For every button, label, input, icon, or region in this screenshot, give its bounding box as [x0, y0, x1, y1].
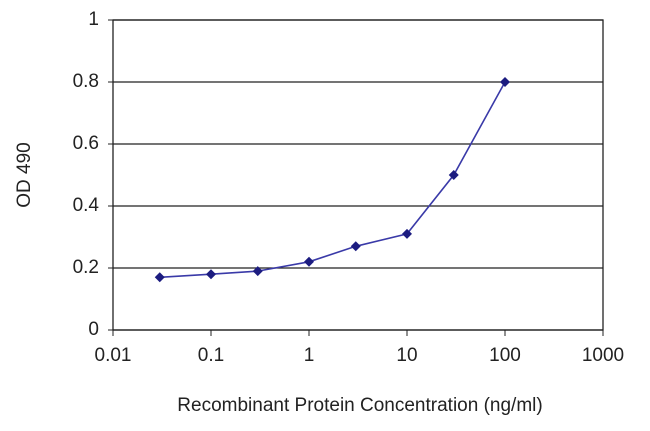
y-tick-label: 0.6 — [73, 133, 99, 154]
y-tick-label: 1 — [88, 9, 99, 30]
x-tick-label: 0.1 — [198, 345, 224, 366]
y-tick-label: 0.4 — [73, 195, 100, 216]
y-tick-label: 0.8 — [73, 71, 99, 92]
data-marker — [402, 228, 412, 239]
data-marker — [252, 266, 263, 277]
data-marker — [500, 77, 510, 87]
data-marker — [154, 272, 165, 283]
data-marker — [448, 170, 459, 180]
x-tick-label: 1000 — [582, 345, 624, 366]
data-line — [159, 81, 506, 279]
data-marker — [304, 256, 314, 267]
x-tick-label: 1 — [304, 345, 315, 366]
data-marker — [206, 269, 216, 280]
plot-frame — [112, 19, 604, 331]
x-tick-label: 100 — [489, 345, 521, 366]
y-tick-label: 0 — [88, 319, 99, 340]
x-tick-label: 10 — [396, 345, 417, 366]
x-tick-label: 0.01 — [95, 345, 132, 366]
y-axis-label: OD 490 — [14, 142, 35, 207]
y-tick-label: 0.2 — [73, 257, 99, 278]
x-axis-label: Recombinant Protein Concentration (ng/ml… — [177, 395, 542, 416]
data-marker — [350, 241, 361, 252]
